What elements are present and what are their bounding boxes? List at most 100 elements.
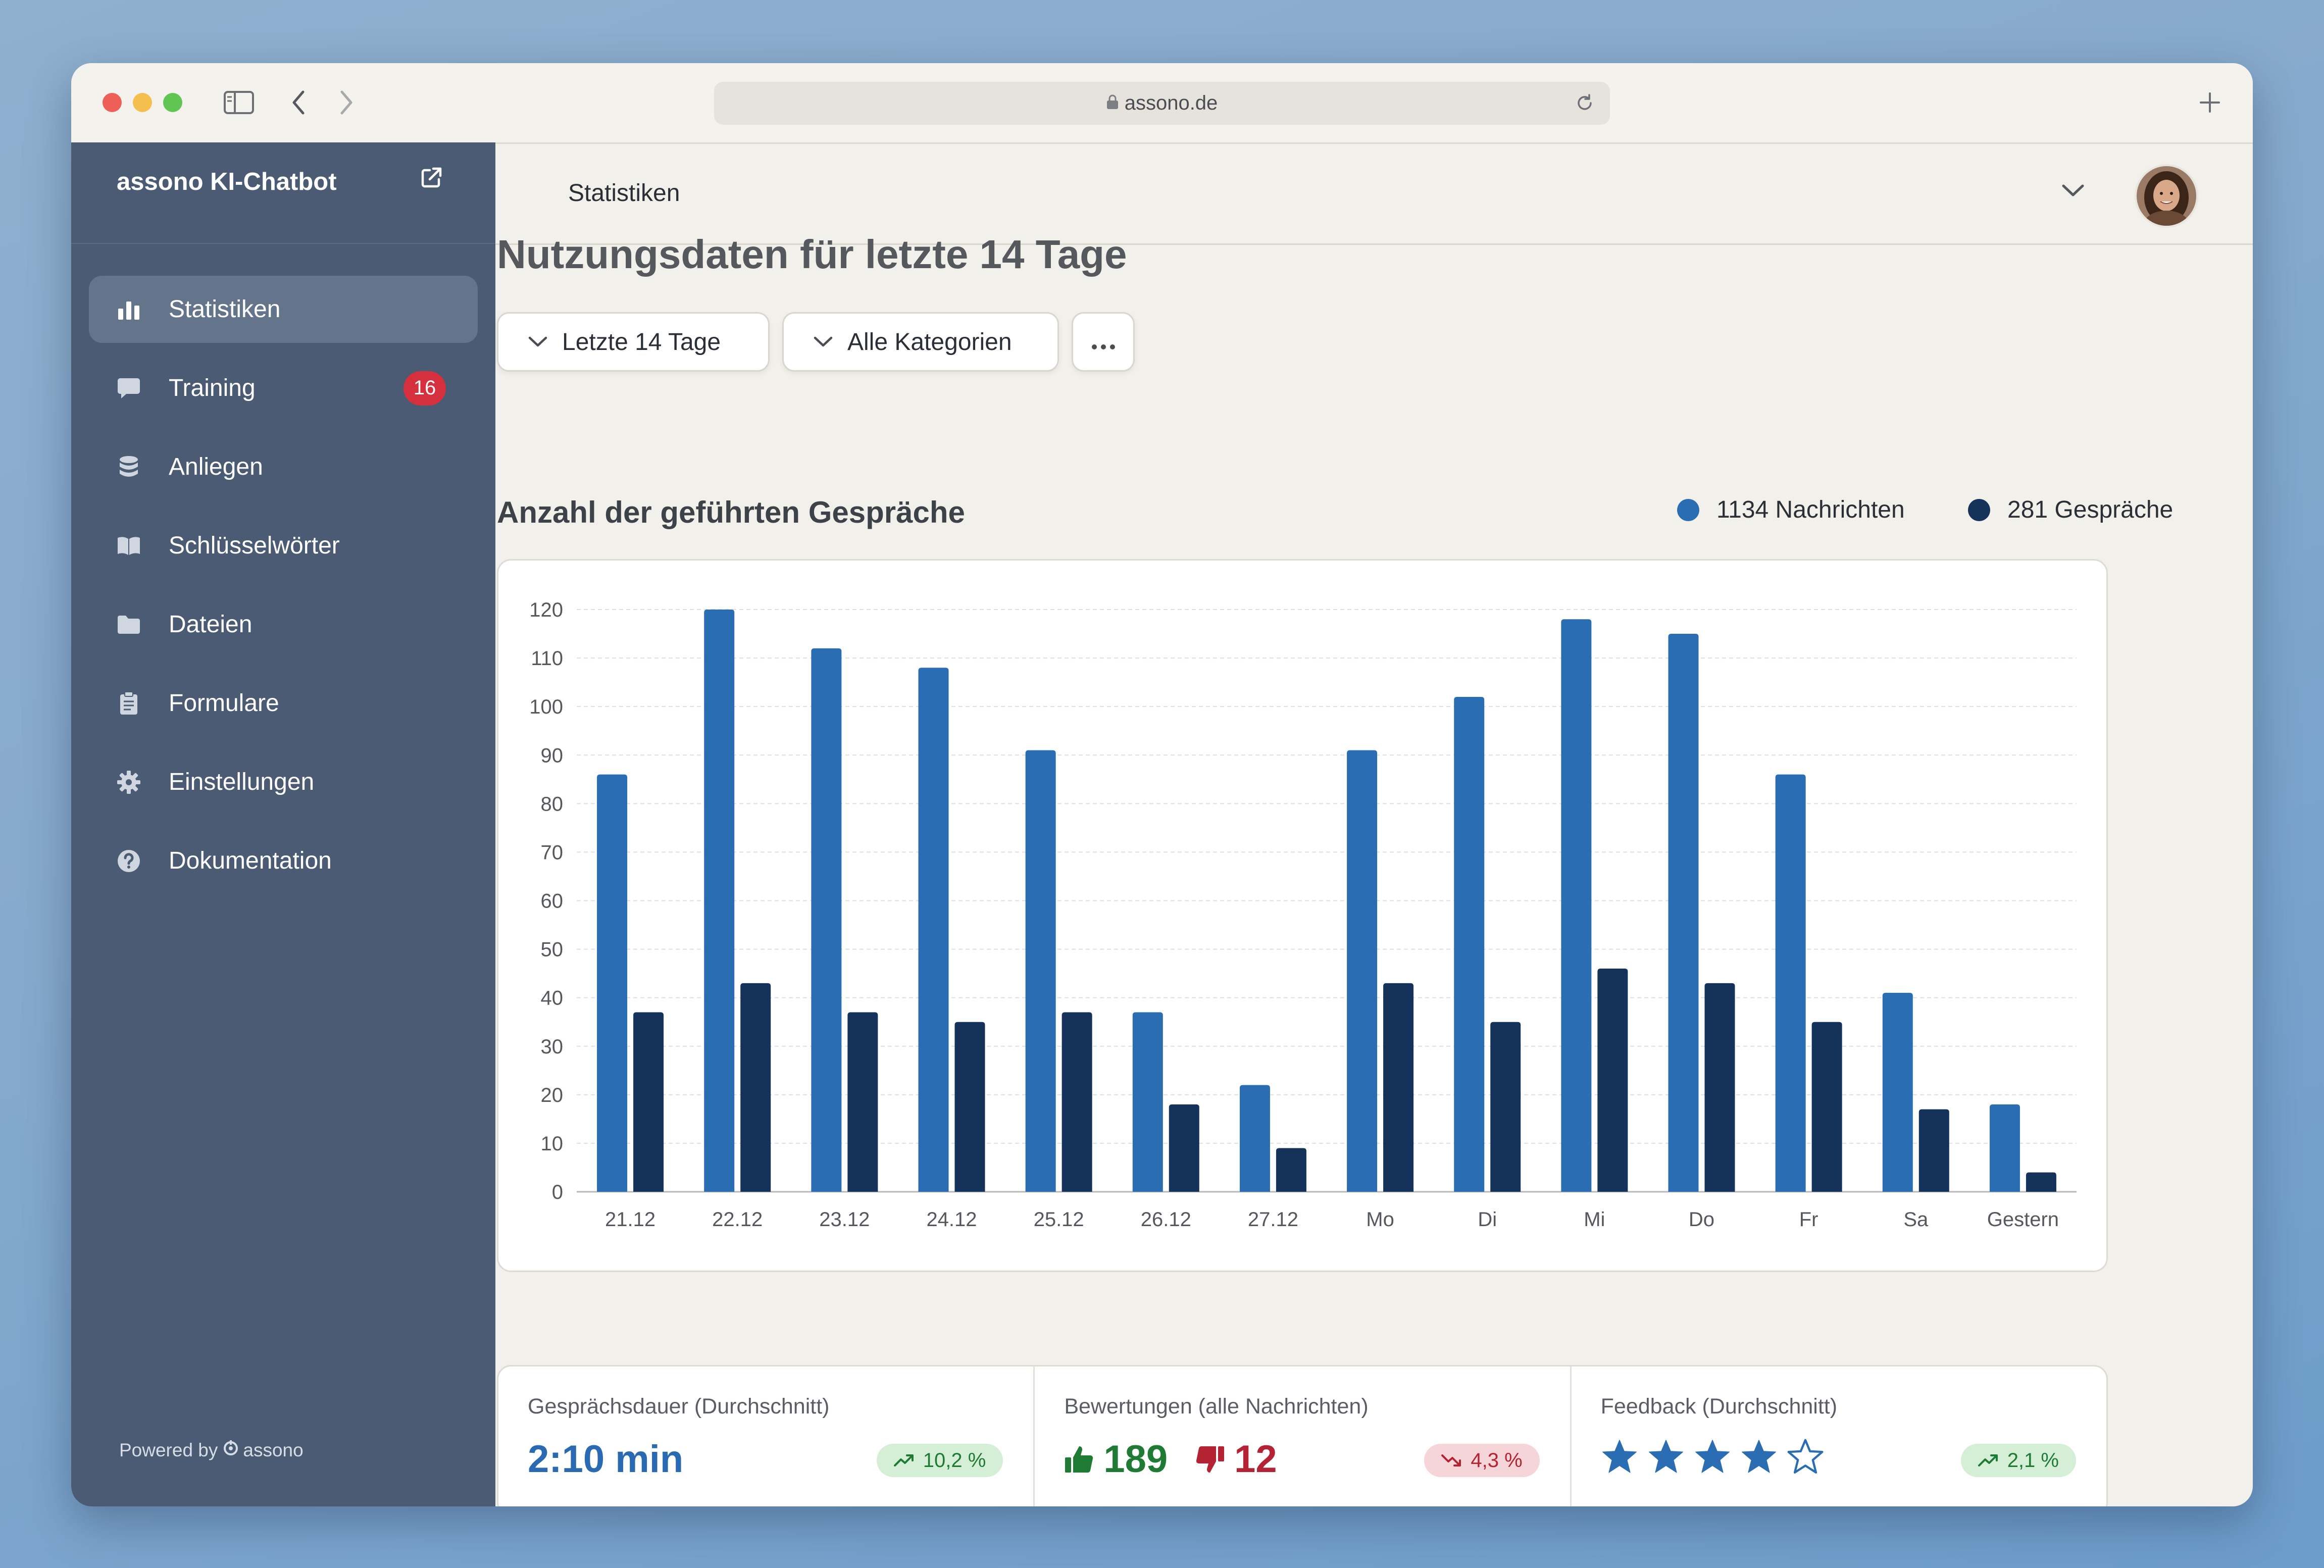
x-tick-label: Fr [1799, 1208, 1818, 1231]
x-tick-label: 26.12 [1141, 1208, 1191, 1231]
bar-gespraeche [1383, 983, 1414, 1192]
maximize-window-button[interactable] [163, 93, 182, 112]
sidebar: assono KI-Chatbot Statistiken Training 1… [71, 142, 495, 1506]
trend-value: 4,3 % [1471, 1449, 1523, 1472]
page-header: Statistiken [495, 142, 2253, 245]
help-circle-icon [116, 848, 141, 874]
y-tick-label: 100 [529, 696, 563, 718]
x-tick-label: 23.12 [819, 1208, 870, 1231]
powered-by-prefix: Powered by [119, 1440, 218, 1460]
sidebar-nav: Statistiken Training 16 Anliegen Schlüs [89, 276, 478, 906]
external-link-icon[interactable] [420, 166, 443, 192]
y-tick-label: 110 [531, 647, 563, 670]
more-options-button[interactable] [1072, 312, 1135, 372]
bar-gespraeche [1811, 1022, 1842, 1192]
legend-swatch [1677, 498, 1699, 521]
kpi-label: Feedback (Durchschnitt) [1600, 1394, 1838, 1419]
bar-gespraeche [1597, 969, 1628, 1192]
y-tick-label: 50 [541, 939, 564, 961]
forward-arrow-icon[interactable] [336, 88, 357, 117]
conversations-bar-chart: 0 10 20 30 40 50 60 70 80 90 100 110 120 21.12 22.12 23… [497, 559, 2108, 1272]
sidebar-item-label: Anliegen [169, 453, 263, 480]
category-filter-dropdown[interactable]: Alle Kategorien [782, 312, 1059, 372]
database-icon [116, 454, 141, 480]
address-bar[interactable]: assono.de [714, 82, 1610, 125]
star-filled-icon [1647, 1438, 1685, 1476]
clipboard-icon [116, 691, 141, 716]
trend-down-icon [1441, 1454, 1461, 1466]
bar-gespraeche [633, 1012, 664, 1192]
bar-gespraeche [1276, 1148, 1306, 1192]
sidebar-item-label: Statistiken [169, 296, 281, 323]
reload-icon[interactable] [1575, 93, 1595, 118]
folder-icon [116, 612, 141, 637]
kpi-label: Gesprächsdauer (Durchschnitt) [528, 1394, 830, 1419]
thumbs-up-count: 189 [1103, 1438, 1168, 1481]
y-tick-label: 20 [541, 1084, 564, 1106]
sidebar-item-dokumentation[interactable]: Dokumentation [89, 827, 478, 894]
x-tick-label: Mi [1584, 1208, 1605, 1231]
sidebar-item-einstellungen[interactable]: Einstellungen [89, 748, 478, 816]
sidebar-item-training[interactable]: Training 16 [89, 355, 478, 422]
x-tick-label: 25.12 [1034, 1208, 1084, 1231]
powered-by: Powered by assono [119, 1440, 304, 1461]
chart-title: Anzahl der geführten Gespräche [497, 495, 965, 529]
bar-nachrichten [1132, 1012, 1163, 1192]
kpi-duration: Gesprächsdauer (Durchschnitt) 2:10 min 1… [498, 1367, 1035, 1506]
chevron-down-icon [528, 335, 548, 348]
bar-gespraeche [1062, 1012, 1092, 1192]
bar-chart-icon [116, 297, 141, 322]
gear-icon [116, 770, 141, 795]
sidebar-item-formulare[interactable]: Formulare [89, 670, 478, 737]
star-filled-icon [1740, 1438, 1778, 1476]
sidebar-item-statistiken[interactable]: Statistiken [89, 276, 478, 343]
legend-item-gespraeche: 281 Gespräche [1968, 496, 2173, 524]
bar-nachrichten [1989, 1104, 2020, 1192]
ratings-values: 189 12 [1064, 1437, 1277, 1481]
y-tick-label: 60 [541, 890, 564, 913]
star-filled-icon [1694, 1438, 1731, 1476]
period-filter-dropdown[interactable]: Letzte 14 Tage [497, 312, 770, 372]
powered-by-brand: assono [243, 1440, 304, 1460]
minimize-window-button[interactable] [133, 93, 152, 112]
y-tick-label: 10 [541, 1133, 564, 1155]
trend-badge: 2,1 % [1960, 1444, 2076, 1477]
kpi-ratings: Bewertungen (alle Nachrichten) 189 12 4,… [1035, 1367, 1572, 1506]
star-empty-icon [1787, 1438, 1824, 1476]
trend-badge: 10,2 % [876, 1444, 1003, 1477]
chat-bubble-icon [116, 376, 141, 401]
bar-nachrichten [1454, 696, 1485, 1192]
bar-nachrichten [1882, 993, 1913, 1192]
kpi-feedback: Feedback (Durchschnitt) 2,1 % [1572, 1367, 2106, 1506]
bar-nachrichten [1239, 1085, 1270, 1192]
x-tick-label: 24.12 [926, 1208, 977, 1231]
sidebar-divider [71, 243, 495, 244]
bar-nachrichten [1025, 750, 1056, 1192]
close-window-button[interactable] [103, 93, 122, 112]
user-avatar[interactable] [2135, 164, 2198, 228]
bar-nachrichten [704, 610, 735, 1192]
sidebar-item-schluesselwoerter[interactable]: Schlüsselwörter [89, 512, 478, 579]
x-tick-label: 27.12 [1248, 1208, 1298, 1231]
chevron-down-icon[interactable] [2061, 183, 2085, 200]
period-filter-value: Letzte 14 Tage [562, 328, 721, 356]
legend-label: 281 Gespräche [2007, 496, 2174, 523]
trend-value: 2,1 % [2007, 1449, 2059, 1472]
back-arrow-icon[interactable] [288, 88, 309, 117]
sidebar-item-dateien[interactable]: Dateien [89, 591, 478, 658]
browser-window: assono.de assono KI-Chatbot Statistiken [71, 63, 2253, 1506]
bar-nachrichten [1668, 634, 1699, 1192]
sidebar-item-label: Schlüsselwörter [169, 532, 340, 559]
thumbs-down-count: 12 [1234, 1438, 1277, 1481]
new-tab-plus-icon[interactable] [2197, 88, 2222, 117]
bar-nachrichten [1347, 750, 1378, 1192]
sidebar-item-label: Einstellungen [169, 769, 315, 795]
kpi-value: 2:10 min [528, 1438, 684, 1481]
kpi-cards: Gesprächsdauer (Durchschnitt) 2:10 min 1… [497, 1365, 2108, 1506]
x-tick-label: 21.12 [605, 1208, 655, 1231]
sidebar-item-anliegen[interactable]: Anliegen [89, 433, 478, 500]
bar-gespraeche [1704, 983, 1735, 1192]
sidebar-toggle-icon[interactable] [223, 88, 255, 117]
bar-gespraeche [954, 1022, 985, 1192]
category-filter-value: Alle Kategorien [847, 328, 1012, 356]
